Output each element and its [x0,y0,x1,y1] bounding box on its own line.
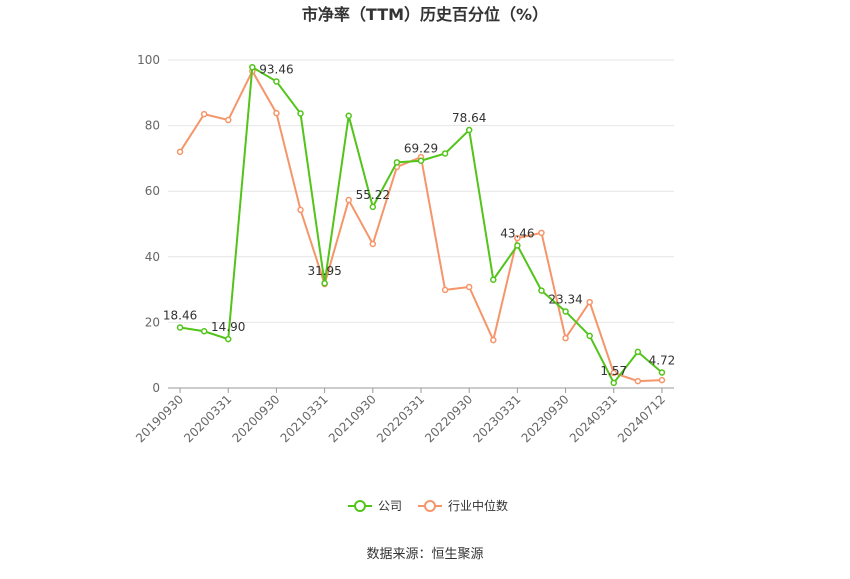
y-tick-label: 60 [145,184,160,198]
point [514,242,521,249]
point [658,376,666,384]
point [490,276,497,284]
data-label: 31.95 [307,264,341,278]
point [514,234,521,242]
x-tick-label: 20240331 [567,392,620,445]
x-tick-label: 20230930 [519,392,572,445]
point [562,334,569,342]
point [224,335,232,343]
x-tick-label: 20210331 [278,392,331,445]
point [490,336,497,344]
y-tick-label: 40 [145,250,160,264]
point [200,110,208,118]
point [321,279,328,287]
data-label: 69.29 [404,142,438,156]
y-tick-label: 80 [145,119,160,133]
point [538,287,545,294]
y-tick-label: 0 [152,381,160,395]
point [465,126,473,134]
x-tick-label: 20210930 [326,392,379,445]
data-label: 1.57 [600,364,627,378]
point [297,110,304,117]
y-tick-label: 100 [137,53,160,67]
point [610,369,618,377]
point [417,157,425,164]
legend-label: 行业中位数 [448,498,508,513]
point [586,298,593,306]
point [441,150,449,157]
point [634,377,642,385]
legend-marker [354,500,366,512]
point [176,324,184,331]
point [273,78,280,85]
y-tick-label: 20 [145,315,160,329]
x-tick-label: 20220331 [374,392,427,445]
x-tick-label: 20190930 [133,392,186,445]
point [658,369,666,376]
x-tick-label: 20240712 [615,392,668,445]
point [441,286,449,294]
x-tick-label: 20220930 [422,392,475,445]
point [393,159,401,166]
data-label: 78.64 [452,111,486,125]
chart-title: 市净率（TTM）历史百分位（%） [302,5,548,24]
point [369,240,377,248]
point [634,348,642,356]
point [249,63,256,71]
data-label: 18.46 [163,308,197,322]
source: 数据来源：恒生聚源 [366,547,483,562]
point [586,332,593,340]
x-tick-label: 20230331 [470,392,523,445]
point [465,283,473,291]
data-label: 43.46 [500,226,534,240]
data-label: 4.72 [649,354,676,368]
point [610,379,618,387]
point [345,196,352,204]
point [345,112,352,120]
x-tick-label: 20200331 [181,392,234,445]
data-label: 23.34 [548,292,582,306]
point [273,109,280,117]
point [562,308,569,315]
point [369,203,377,211]
x-tick-label: 20200930 [229,392,282,445]
point [176,148,184,156]
legend-marker [424,500,436,512]
data-label: 93.46 [259,62,293,76]
point [200,328,208,335]
legend-label: 公司 [378,499,402,513]
data-label: 14.90 [211,320,245,334]
point [538,229,545,237]
data-label: 55.22 [356,188,390,202]
point [297,206,304,214]
point [224,116,232,124]
